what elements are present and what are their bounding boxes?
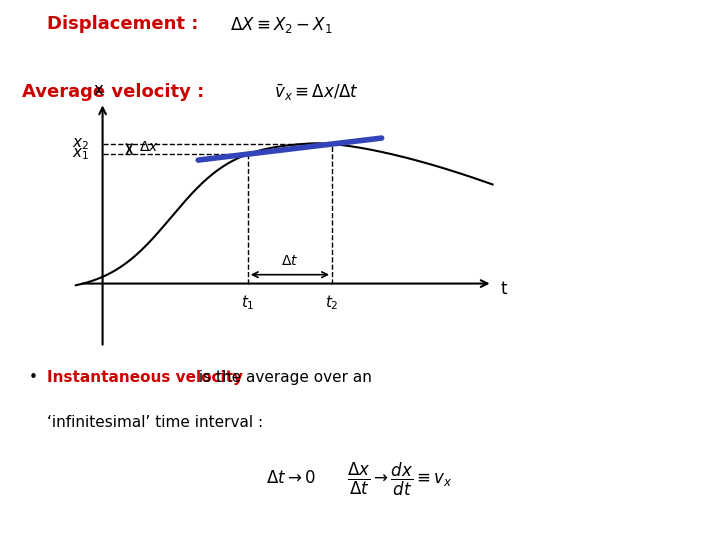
Text: is the average over an: is the average over an — [194, 370, 372, 385]
Text: t: t — [500, 280, 507, 298]
Text: •: • — [29, 370, 37, 385]
Text: $\Delta x$: $\Delta x$ — [139, 140, 158, 154]
Text: $x_2$: $x_2$ — [72, 136, 89, 152]
Text: $\Delta t \rightarrow 0 \qquad \dfrac{\Delta x}{\Delta t} \rightarrow \dfrac{dx}: $\Delta t \rightarrow 0 \qquad \dfrac{\D… — [266, 461, 453, 498]
Text: x: x — [94, 81, 104, 99]
Text: $x_1$: $x_1$ — [72, 146, 89, 162]
Text: $t_2$: $t_2$ — [325, 293, 339, 312]
Text: Average velocity :: Average velocity : — [22, 83, 204, 100]
Text: $\bar{v}_x \equiv \Delta x / \Delta t$: $\bar{v}_x \equiv \Delta x / \Delta t$ — [274, 83, 359, 103]
Text: $\Delta X \equiv X_2 - X_1$: $\Delta X \equiv X_2 - X_1$ — [230, 15, 333, 35]
Text: Displacement :: Displacement : — [47, 15, 198, 32]
Text: Instantaneous velocity: Instantaneous velocity — [47, 370, 243, 385]
Text: ‘infinitesimal’ time interval :: ‘infinitesimal’ time interval : — [47, 415, 263, 430]
Text: $\Delta t$: $\Delta t$ — [282, 254, 299, 268]
Text: $t_1$: $t_1$ — [241, 293, 255, 312]
